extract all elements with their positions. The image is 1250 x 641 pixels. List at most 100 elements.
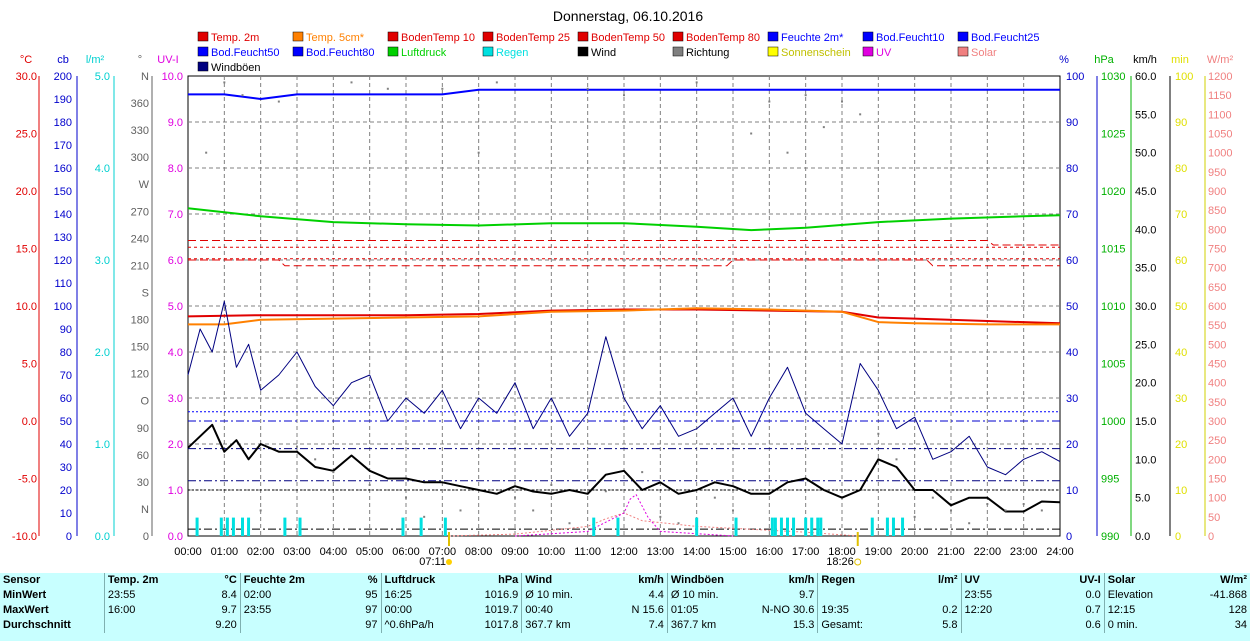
richtung-point bbox=[931, 496, 934, 499]
stats-cell: N 15.6 bbox=[631, 604, 664, 616]
stats-cell: Ø 10 min. bbox=[666, 588, 743, 603]
richtung-point bbox=[568, 522, 571, 525]
legend-label: BodenTemp 50 bbox=[591, 32, 665, 44]
richtung-point bbox=[877, 432, 880, 435]
richtung-point bbox=[659, 515, 662, 518]
x-tick-label: 15:00 bbox=[719, 546, 747, 558]
legend-label: Temp. 5cm* bbox=[306, 32, 365, 44]
stats-cell: 7.4 bbox=[648, 619, 664, 631]
stats-header-cell: hPa bbox=[498, 574, 519, 586]
stats-cell: 34 bbox=[1234, 619, 1247, 631]
regen-bar bbox=[241, 517, 244, 536]
series-windb-en-line bbox=[187, 300, 1061, 476]
stats-header-cell: Sensor bbox=[3, 574, 41, 586]
regen-bar bbox=[770, 517, 774, 536]
stats-cell: 01:05 bbox=[666, 603, 743, 618]
legend-label: Bod.Feucht25 bbox=[971, 32, 1040, 44]
axis-tick-label: 1.0 bbox=[168, 485, 183, 497]
x-axis: 00:00 01:00 02:00 03:00 04:00 05:00 06:00 07:00… bbox=[174, 546, 1074, 558]
richtung-point bbox=[986, 503, 989, 506]
regen-bar bbox=[401, 517, 405, 536]
axis-tick-label: 995 bbox=[1101, 474, 1119, 486]
legend-swatch bbox=[672, 46, 684, 57]
stats-row: MinWert 23:55 8.4 02:00 95 16:25 1016.9 Ø 10 mi… bbox=[0, 588, 1250, 603]
regen-bar bbox=[804, 517, 808, 536]
axis-tick-label: 40 bbox=[60, 439, 72, 451]
axis-tick-label: 100 bbox=[1208, 493, 1226, 505]
axis-unit: ° bbox=[138, 54, 142, 66]
stats-row: MaxWert 16:00 9.7 23:55 97 00:00 1019.7 00:40 N … bbox=[0, 603, 1250, 618]
axis-tick-label: 70 bbox=[1175, 209, 1187, 221]
stats-cell: 9.7 bbox=[799, 589, 815, 601]
legend-label: Feuchte 2m* bbox=[781, 32, 844, 44]
stats-cell: 9.20 bbox=[215, 619, 237, 631]
axis-tick-label: 0 bbox=[1066, 531, 1072, 543]
stats-cell bbox=[103, 618, 180, 633]
stats-cell: 4.4 bbox=[648, 589, 664, 601]
stats-cell: 12:15 bbox=[1103, 603, 1178, 618]
axis-tick-label: 30.0 bbox=[16, 71, 37, 83]
legend: Temp. 2m Temp. 5cm* BodenTemp 10 BodenTemp … bbox=[197, 31, 1040, 74]
x-tick-label: 17:00 bbox=[792, 546, 820, 558]
axis-tick-label: 360 bbox=[131, 98, 149, 110]
axis-tick-label: 70 bbox=[1066, 209, 1078, 221]
legend-label: Bod.Feucht10 bbox=[876, 32, 945, 44]
stats-cell: Elevation bbox=[1103, 588, 1178, 603]
series-solar-line bbox=[448, 512, 858, 537]
axis-tick-label: 6.0 bbox=[168, 255, 183, 267]
stats-header-cell: km/h bbox=[788, 574, 815, 586]
axis-unit: hPa bbox=[1094, 54, 1114, 66]
axis-tick-label: 240 bbox=[131, 233, 149, 245]
axis-tick-label: 25.0 bbox=[16, 129, 37, 141]
stats-cell: 02:00 bbox=[239, 588, 326, 603]
axis-tick-label: 0.0 bbox=[95, 531, 110, 543]
legend-label: Richtung bbox=[686, 47, 729, 59]
legend-label: BodenTemp 80 bbox=[686, 32, 760, 44]
x-tick-label: 18:00 bbox=[828, 546, 856, 558]
regen-bar bbox=[901, 517, 905, 536]
axis-tick-label: O bbox=[140, 396, 149, 408]
legend-swatch bbox=[577, 46, 589, 57]
x-tick-label: 19:00 bbox=[865, 546, 893, 558]
regen-bar bbox=[695, 517, 699, 536]
legend-swatch bbox=[292, 31, 304, 42]
stats-header-row: Sensor Temp. 2m °C Feuchte 2m% Luftdruck hPa W… bbox=[0, 573, 1250, 588]
x-tick-label: 03:00 bbox=[283, 546, 311, 558]
axis-tick-label: 70 bbox=[60, 370, 72, 382]
stats-header-cell: km/h bbox=[638, 574, 664, 586]
x-tick-label: 24:00 bbox=[1046, 546, 1074, 558]
x-tick-label: 21:00 bbox=[937, 546, 965, 558]
series-feuchte-2m-line bbox=[188, 88, 1060, 100]
plot-series bbox=[187, 81, 1061, 537]
richtung-point bbox=[477, 151, 480, 154]
x-tick-label: 01:00 bbox=[211, 546, 239, 558]
stats-cell: 00:40 bbox=[521, 603, 598, 618]
axis-tick-label: 0.0 bbox=[168, 531, 183, 543]
stats-cell: Ø 10 min. bbox=[521, 588, 598, 603]
axis-tick-label: W bbox=[139, 179, 150, 191]
axis-tick-label: 1.0 bbox=[95, 439, 110, 451]
axis-tick-label: 90 bbox=[60, 324, 72, 336]
series-uv-line bbox=[514, 494, 734, 537]
legend-label: Solar bbox=[971, 47, 997, 59]
axis-tick-label: 750 bbox=[1208, 244, 1226, 256]
legend-swatch bbox=[862, 31, 874, 42]
x-tick-label: 16:00 bbox=[756, 546, 784, 558]
axis-tick-label: 50 bbox=[1208, 512, 1220, 524]
richtung-point bbox=[350, 81, 353, 84]
richtung-point bbox=[441, 87, 444, 90]
legend-label: Temp. 2m bbox=[211, 32, 259, 44]
series-temp-2m-line bbox=[187, 308, 1061, 325]
axis-tick-label: 130 bbox=[54, 232, 72, 244]
stats-header-cell: Regen bbox=[817, 573, 889, 588]
stats-cell: 23:55 bbox=[239, 603, 326, 618]
axis-tick-label: S bbox=[142, 287, 149, 299]
series-bodentemp-80-line bbox=[188, 240, 1060, 246]
axis-tick-label: 2.0 bbox=[168, 439, 183, 451]
regen-bar bbox=[885, 517, 889, 536]
legend-swatch bbox=[482, 46, 494, 57]
richtung-point bbox=[459, 509, 462, 512]
axis-tick-label: 3.0 bbox=[95, 255, 110, 267]
axis-unit: °C bbox=[20, 54, 32, 66]
stats-header-cell: W/m² bbox=[1220, 574, 1247, 586]
